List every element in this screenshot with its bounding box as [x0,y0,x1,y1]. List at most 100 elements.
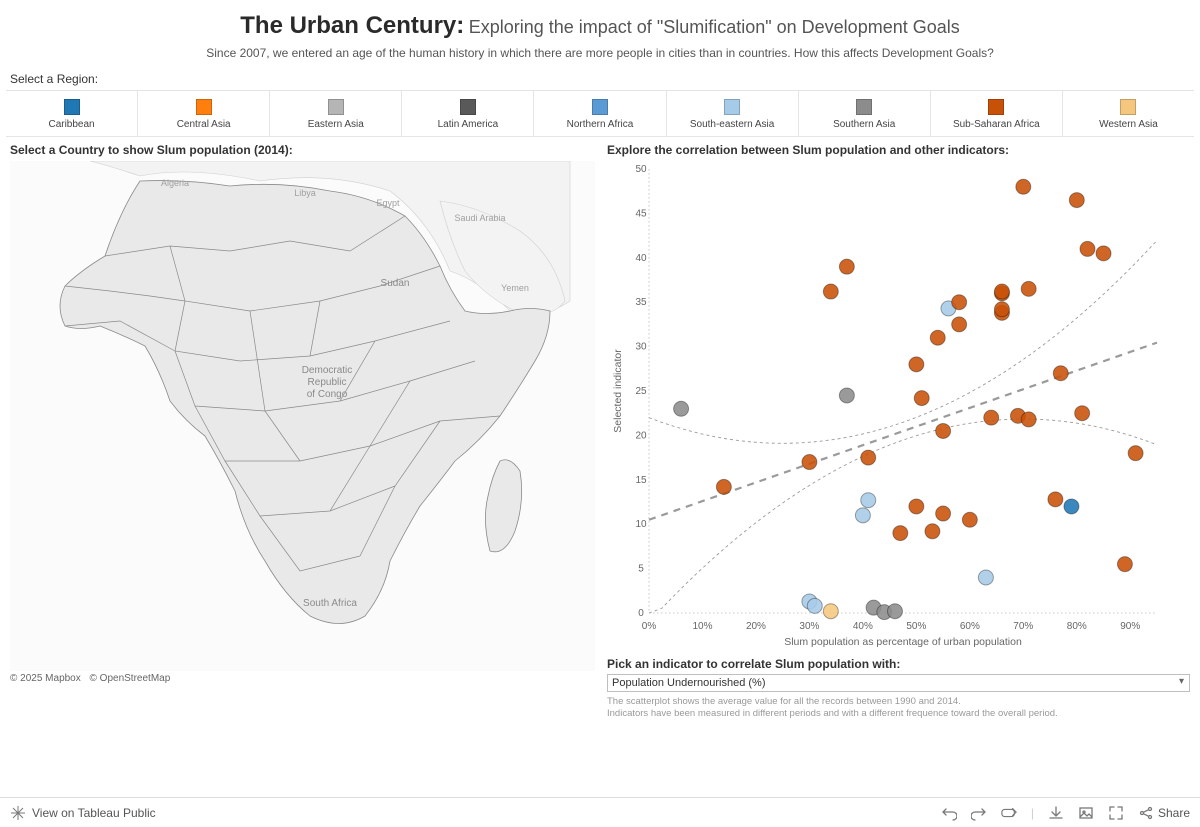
scatter-point[interactable] [893,526,908,541]
svg-text:0%: 0% [642,621,657,632]
reset-icon[interactable] [1001,805,1017,821]
scatter-point[interactable] [1064,499,1079,514]
scatter-point[interactable] [1075,406,1090,421]
svg-text:25: 25 [635,386,647,397]
scatter-point[interactable] [925,524,940,539]
view-on-tableau-link[interactable]: View on Tableau Public [10,805,156,821]
region-swatch [196,99,212,115]
svg-text:Selected indicator: Selected indicator [612,349,624,433]
region-item-sub-saharan-africa[interactable]: Sub-Saharan Africa [931,91,1063,136]
fullscreen-icon[interactable] [1108,805,1124,821]
scatter-point[interactable] [1117,557,1132,572]
share-button[interactable]: Share [1138,805,1190,821]
scatter-area[interactable]: 051015202530354045500%10%20%30%40%50%60%… [607,161,1167,651]
title-sub: Exploring the impact of "Slumification" … [469,17,960,37]
svg-text:0: 0 [638,608,644,619]
scatter-point[interactable] [674,401,689,416]
scatter-point[interactable] [1069,193,1084,208]
region-item-label: Latin America [406,119,529,130]
indicator-picker-label: Pick an indicator to correlate Slum popu… [607,657,1190,671]
svg-text:80%: 80% [1067,621,1087,632]
region-item-label: Central Asia [142,119,265,130]
region-swatch [724,99,740,115]
scatter-point[interactable] [807,598,822,613]
scatter-point[interactable] [839,259,854,274]
scatter-point[interactable] [887,604,902,619]
region-item-northern-africa[interactable]: Northern Africa [534,91,666,136]
scatter-point[interactable] [909,499,924,514]
region-item-latin-america[interactable]: Latin America [402,91,534,136]
svg-text:35: 35 [635,297,647,308]
scatter-point[interactable] [930,330,945,345]
scatter-point[interactable] [1016,179,1031,194]
scatter-point[interactable] [1021,281,1036,296]
svg-text:10%: 10% [692,621,712,632]
region-item-central-asia[interactable]: Central Asia [138,91,270,136]
footnote-line2: Indicators have been measured in differe… [607,708,1190,720]
scatter-point[interactable] [855,508,870,523]
map-area[interactable]: AlgeriaLibyaEgyptSaudi ArabiaSudanYemenD… [10,161,595,671]
toolbar-separator: | [1031,806,1034,820]
scatter-point[interactable] [802,455,817,470]
region-item-label: Western Asia [1067,119,1190,130]
redo-icon[interactable] [971,805,987,821]
scatter-panel-title: Explore the correlation between Slum pop… [607,143,1190,157]
subtitle: Since 2007, we entered an age of the hum… [20,46,1180,60]
scatter-point[interactable] [1053,366,1068,381]
scatter-point[interactable] [1096,246,1111,261]
scatter-point[interactable] [978,570,993,585]
scatter-point[interactable] [839,388,854,403]
scatter-point[interactable] [909,357,924,372]
map-panel-title: Select a Country to show Slum population… [10,143,595,157]
scatter-point[interactable] [952,317,967,332]
scatter-point[interactable] [861,450,876,465]
scatter-point[interactable] [984,410,999,425]
region-swatch [988,99,1004,115]
scatter-point[interactable] [952,295,967,310]
indicator-picker[interactable]: Population Undernourished (%) [607,674,1190,692]
scatter-point[interactable] [861,493,876,508]
region-swatch [856,99,872,115]
region-swatch [64,99,80,115]
scatter-point[interactable] [994,284,1009,299]
scatter-point[interactable] [1128,446,1143,461]
region-item-western-asia[interactable]: Western Asia [1063,91,1194,136]
region-item-eastern-asia[interactable]: Eastern Asia [270,91,402,136]
region-item-caribbean[interactable]: Caribbean [6,91,138,136]
scatter-point[interactable] [823,604,838,619]
svg-text:50%: 50% [906,621,926,632]
image-icon[interactable] [1078,805,1094,821]
scatter-point[interactable] [914,391,929,406]
region-item-southern-asia[interactable]: Southern Asia [799,91,931,136]
svg-text:45: 45 [635,208,647,219]
scatter-point[interactable] [962,512,977,527]
svg-text:40%: 40% [853,621,873,632]
scatter-point[interactable] [1048,492,1063,507]
footnote-line1: The scatterplot shows the average value … [607,696,1190,708]
scatter-point[interactable] [823,284,838,299]
region-swatch [1120,99,1136,115]
svg-text:15: 15 [635,475,647,486]
svg-text:60%: 60% [960,621,980,632]
svg-text:30: 30 [635,342,647,353]
tableau-logo-icon [10,805,26,821]
scatter-point[interactable] [716,479,731,494]
scatter-point[interactable] [1080,241,1095,256]
scatter-point[interactable] [936,506,951,521]
undo-icon[interactable] [941,805,957,821]
region-swatch [328,99,344,115]
title-main: The Urban Century: [240,12,464,39]
share-label: Share [1158,806,1190,820]
svg-text:20: 20 [635,430,647,441]
scatter-point[interactable] [1021,412,1036,427]
svg-text:50: 50 [635,164,647,175]
region-item-south-eastern-asia[interactable]: South-eastern Asia [667,91,799,136]
scatter-point[interactable] [994,302,1009,317]
svg-text:70%: 70% [1013,621,1033,632]
view-on-tableau-label: View on Tableau Public [32,806,156,820]
region-item-label: Sub-Saharan Africa [935,119,1058,130]
region-item-label: Northern Africa [538,119,661,130]
scatter-point[interactable] [936,423,951,438]
download-icon[interactable] [1048,805,1064,821]
header: The Urban Century: Exploring the impact … [0,0,1200,64]
